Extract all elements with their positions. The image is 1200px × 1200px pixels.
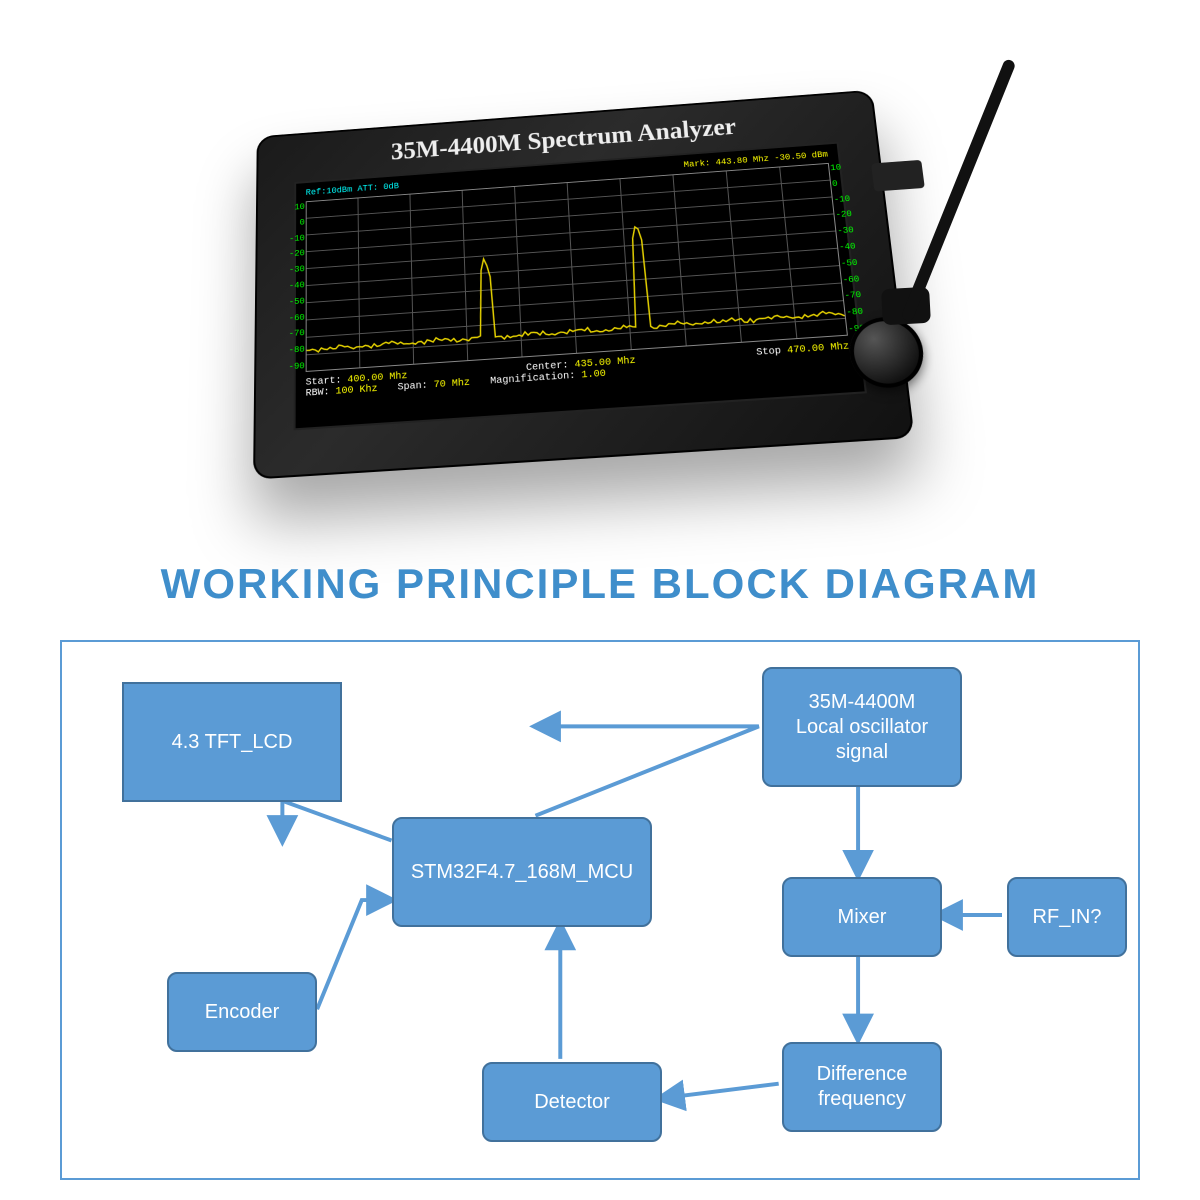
diagram-title: WORKING PRINCIPLE BLOCK DIAGRAM bbox=[0, 560, 1200, 608]
block-diagram: 4.3 TFT_LCD STM32F4.7_168M_MCU Encoder 35M-… bbox=[62, 642, 1138, 1178]
diagram-frame: 4.3 TFT_LCD STM32F4.7_168M_MCU Encoder 35M-… bbox=[60, 640, 1140, 1180]
device-photo-region: 35M-4400M Spectrum Analyzer Ref:10dBm AT… bbox=[0, 0, 1200, 540]
node-osc: 35M-4400MLocal oscillatorsignal bbox=[762, 667, 962, 787]
node-diff: Differencefrequency bbox=[782, 1042, 942, 1132]
antenna bbox=[900, 58, 1016, 322]
device-body: 35M-4400M Spectrum Analyzer Ref:10dBm AT… bbox=[253, 90, 915, 480]
device-screen: Ref:10dBm ATT: 0dB Mark: 443.80 Mhz -30.… bbox=[294, 142, 867, 431]
node-mixer: Mixer bbox=[782, 877, 942, 957]
node-encoder: Encoder bbox=[167, 972, 317, 1052]
node-rfin: RF_IN? bbox=[1007, 877, 1127, 957]
y-axis-left: 100-10-20-30-40-50-60-70-80-90 bbox=[285, 202, 305, 372]
sma-connector bbox=[871, 160, 925, 192]
node-mcu: STM32F4.7_168M_MCU bbox=[392, 817, 652, 927]
spectrum-trace bbox=[307, 164, 847, 371]
spectrum-plot: 100-10-20-30-40-50-60-70-80-90 100-10-20… bbox=[306, 163, 848, 372]
node-lcd: 4.3 TFT_LCD bbox=[122, 682, 342, 802]
node-detector: Detector bbox=[482, 1062, 662, 1142]
